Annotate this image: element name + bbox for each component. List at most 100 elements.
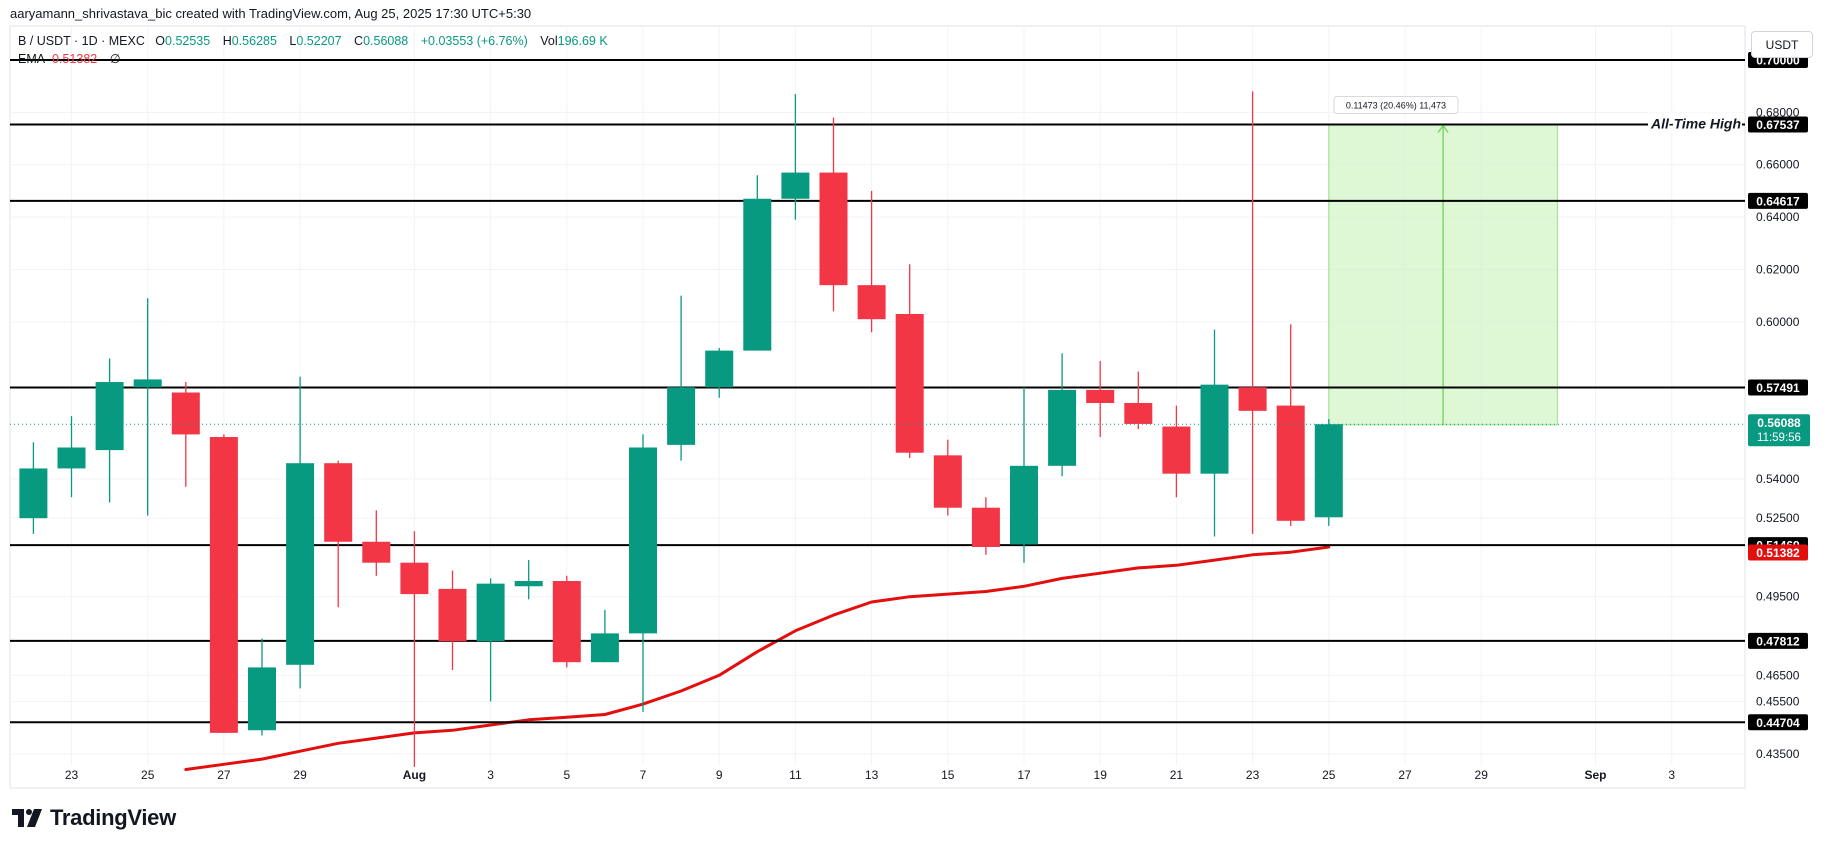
y-tick-label: 0.64000: [1756, 210, 1800, 224]
candle-body: [1314, 424, 1343, 518]
candle-body: [1124, 402, 1153, 424]
price-levels: [10, 59, 1745, 724]
tradingview-brand[interactable]: TradingView: [12, 805, 176, 831]
y-tick-label: 0.46500: [1756, 668, 1800, 682]
close-label: C: [354, 34, 364, 48]
ema-legend: EMA 0.51382 ∅: [18, 51, 121, 66]
open-value: 0.52535: [165, 34, 211, 48]
x-tick-label: 21: [1170, 768, 1184, 782]
x-axis: 23 25 27 29 Aug 3 5 7 9 11 13 15 17 19 21 23 25 27 29 Sep 3: [65, 768, 1676, 782]
level-price-label: 0.47812: [1756, 634, 1800, 648]
x-tick-label: 29: [293, 768, 307, 782]
level-price-label: 0.67537: [1756, 118, 1800, 132]
x-tick-label: 5: [563, 768, 570, 782]
high-value: 0.56285: [231, 34, 277, 48]
bar-countdown-label: 11:59:56: [1757, 432, 1801, 444]
low-label: L: [289, 34, 297, 48]
candle-body: [857, 285, 886, 320]
x-tick-label: 15: [941, 768, 955, 782]
y-tick-label: 0.68000: [1756, 105, 1800, 119]
x-tick-label: 3: [1668, 768, 1675, 782]
candle-body: [362, 541, 391, 563]
candle-body: [1238, 387, 1267, 411]
candle-body: [514, 581, 543, 587]
x-tick-label: Sep: [1584, 768, 1606, 782]
x-tick-label: Aug: [403, 768, 426, 782]
x-tick-label: 23: [1246, 768, 1260, 782]
candle-body: [1162, 426, 1191, 474]
x-tick-label: 25: [141, 768, 155, 782]
candle-body: [933, 455, 962, 508]
candle-body: [438, 588, 467, 642]
ema-price-label: 0.51382: [1756, 546, 1800, 560]
candle-body: [705, 350, 734, 388]
y-tick-label: 0.54000: [1756, 472, 1800, 486]
volume-value: 196.69 K: [557, 34, 608, 48]
candle-body: [781, 172, 810, 199]
candle-body: [895, 313, 924, 453]
candle-body: [209, 437, 238, 733]
open-label: O: [155, 34, 166, 48]
ema-line: [184, 545, 1331, 771]
x-tick-label: 11: [789, 768, 802, 782]
candle-body: [286, 463, 315, 665]
symbol-name[interactable]: B / USDT · 1D · MEXC: [18, 34, 145, 48]
level-price-label: 0.57491: [1756, 381, 1800, 395]
x-tick-label: 19: [1094, 768, 1108, 782]
volume-label: Vol: [540, 34, 558, 48]
change-value: +0.03553 (+6.76%): [420, 34, 528, 48]
candles: [19, 91, 1343, 767]
ema-value: 0.51382: [52, 52, 98, 66]
y-tick-label: 0.60000: [1756, 315, 1800, 329]
last-price-label: 0.56088: [1757, 416, 1801, 430]
candle-body: [629, 447, 657, 634]
candle-body: [57, 447, 86, 469]
level-annotation-bg: [1648, 112, 1742, 133]
x-tick-label: 23: [65, 768, 79, 782]
x-tick-label: 7: [640, 768, 647, 782]
level-price-label: 0.44704: [1756, 716, 1800, 730]
level-price-tag: [1748, 192, 1808, 209]
level-price-tag: [1748, 116, 1808, 133]
x-tick-label: 25: [1322, 768, 1336, 782]
x-tick-label: 9: [716, 768, 723, 782]
ema-label[interactable]: EMA: [18, 52, 46, 66]
candle-body: [19, 468, 48, 519]
y-tick-label: 0.62000: [1756, 262, 1800, 276]
ema-extra: ∅: [109, 52, 121, 66]
candle-body: [590, 633, 619, 663]
level-price-tag: [1748, 379, 1808, 396]
candle-body: [171, 392, 200, 435]
level-price-tag: [1748, 714, 1808, 731]
candle-body: [1048, 389, 1077, 466]
candle-body: [324, 463, 353, 542]
candle-body: [1086, 389, 1115, 403]
candle-body: [819, 172, 848, 286]
price-axis-labels: 0.700000.675370.646170.574910.514690.478…: [1748, 52, 1810, 731]
candle-body: [971, 507, 1000, 547]
candle-body: [743, 198, 772, 351]
all-time-high-label: All-Time High: [1650, 115, 1741, 131]
last-price-tag: [1748, 414, 1810, 447]
measure-label: 0.11473 (20.46%) 11,473: [1346, 100, 1446, 110]
y-tick-label: 0.66000: [1756, 158, 1800, 172]
candle-body: [1276, 405, 1305, 521]
x-tick-label: 29: [1475, 768, 1489, 782]
currency-button[interactable]: USDT: [1751, 31, 1813, 58]
candle-body: [552, 581, 581, 663]
ema-layer: [184, 545, 1331, 771]
x-tick-label: 17: [1017, 768, 1031, 782]
x-tick-label: 27: [217, 768, 231, 782]
measure-label-box: [1333, 95, 1459, 114]
low-value: 0.52207: [296, 34, 342, 48]
candle-body: [476, 583, 505, 642]
candle-body: [1200, 384, 1229, 474]
candle-body: [248, 667, 276, 731]
level-price-label: 0.64617: [1756, 194, 1800, 208]
measure-tool: 0.11473 (20.46%) 11,473: [1328, 95, 1558, 426]
y-tick-label: 0.52500: [1756, 511, 1800, 525]
ema-price-tag: [1748, 544, 1808, 561]
high-label: H: [222, 34, 232, 48]
measure-arrowhead: [1437, 124, 1449, 133]
